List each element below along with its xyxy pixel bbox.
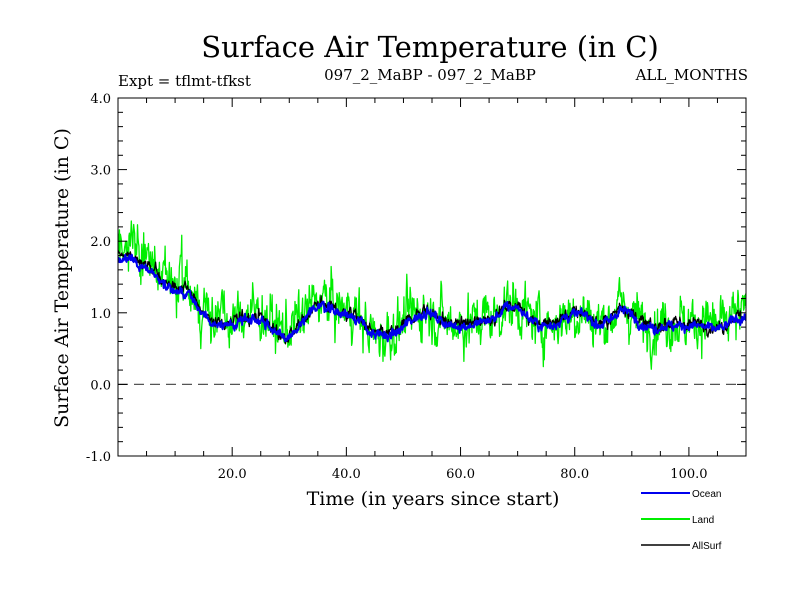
months-label: ALL_MONTHS [635,66,748,84]
legend-label-ocean: Ocean [692,489,721,500]
x-axis-label: Time (in years since start) [307,488,560,510]
series-line-ocean [118,253,746,343]
y-axis-label: Surface Air Temperature (in C) [51,128,73,428]
chart-title: Surface Air Temperature (in C) [201,30,659,64]
x-tick-label: 60.0 [446,467,475,482]
legend-label-land: Land [692,515,714,526]
legend-label-allsurf: AllSurf [692,541,722,552]
x-tick-label: 20.0 [218,467,247,482]
x-tick-label: 80.0 [560,467,589,482]
y-tick-label: 3.0 [90,164,111,179]
plot-frame [117,97,747,457]
y-tick-label: 0.0 [90,378,111,393]
y-tick-label: 1.0 [90,307,111,322]
legend: Ocean Land AllSurf [641,489,722,552]
series-line-land [118,220,746,370]
x-tick-label: 40.0 [332,467,361,482]
y-tick-label: -1.0 [86,450,111,465]
y-tick-label: 4.0 [90,92,111,107]
experiment-label: Expt = tflmt-tfkst [118,72,251,90]
series-layer [118,220,746,370]
x-tick-label: 100.0 [670,467,707,482]
y-tick-label: 2.0 [90,235,111,250]
axis-ticks: 20.0 40.0 60.0 80.0 100.0 -1.0 0.0 1.0 2.0 3.0 4.0 [86,92,746,482]
comparison-label: 097_2_MaBP - 097_2_MaBP [324,66,536,84]
